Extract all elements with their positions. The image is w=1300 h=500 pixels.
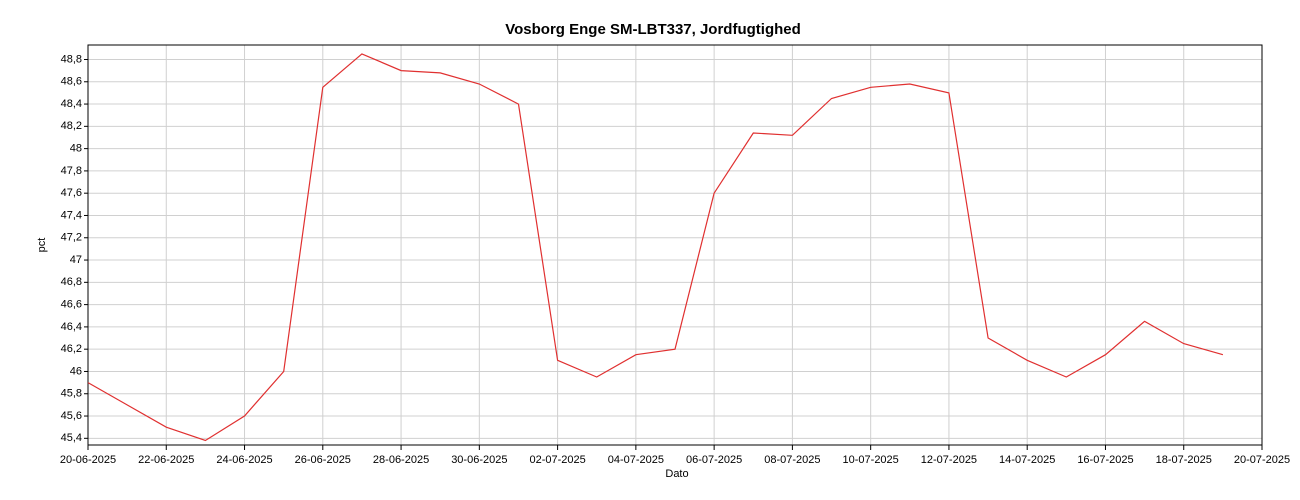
y-tick-label: 48,4 — [61, 98, 82, 110]
y-tick-label: 45,4 — [61, 432, 82, 444]
chart-title: Vosborg Enge SM-LBT337, Jordfugtighed — [505, 21, 801, 38]
y-axis-label: pct — [36, 238, 48, 253]
y-tick-label: 47,4 — [61, 209, 82, 221]
x-tick-label: 24-06-2025 — [216, 454, 272, 466]
x-tick-label: 18-07-2025 — [1156, 454, 1212, 466]
x-tick-label: 12-07-2025 — [921, 454, 977, 466]
y-tick-label: 46,4 — [61, 321, 82, 333]
y-tick-label: 48,8 — [61, 53, 82, 65]
x-tick-label: 08-07-2025 — [764, 454, 820, 466]
y-tick-label: 48,6 — [61, 76, 82, 88]
x-tick-label: 04-07-2025 — [608, 454, 664, 466]
x-tick-label: 10-07-2025 — [843, 454, 899, 466]
y-tick-label: 46,8 — [61, 276, 82, 288]
y-tick-label: 45,8 — [61, 388, 82, 400]
y-tick-label: 48,2 — [61, 120, 82, 132]
y-tick-label: 46,2 — [61, 343, 82, 355]
y-tick-label: 45,6 — [61, 410, 82, 422]
x-tick-label: 14-07-2025 — [999, 454, 1055, 466]
x-tick-label: 28-06-2025 — [373, 454, 429, 466]
y-tick-label: 48 — [70, 143, 82, 155]
y-tick-label: 46 — [70, 365, 82, 377]
x-tick-label: 06-07-2025 — [686, 454, 742, 466]
x-axis-label: Dato — [665, 468, 688, 480]
x-tick-label: 22-06-2025 — [138, 454, 194, 466]
y-tick-label: 47,2 — [61, 232, 82, 244]
data-line — [87, 53, 1224, 442]
x-tick-label: 26-06-2025 — [295, 454, 351, 466]
x-tick-label: 30-06-2025 — [451, 454, 507, 466]
x-tick-label: 16-07-2025 — [1077, 454, 1133, 466]
y-tick-label: 47,8 — [61, 165, 82, 177]
y-tick-label: 47,6 — [61, 187, 82, 199]
y-tick-label: 46,6 — [61, 299, 82, 311]
x-tick-label: 20-06-2025 — [60, 454, 116, 466]
y-tick-label: 47 — [70, 254, 82, 266]
x-tick-label: 20-07-2025 — [1234, 454, 1290, 466]
x-tick-label: 02-07-2025 — [529, 454, 585, 466]
plot-frame — [87, 44, 1263, 446]
